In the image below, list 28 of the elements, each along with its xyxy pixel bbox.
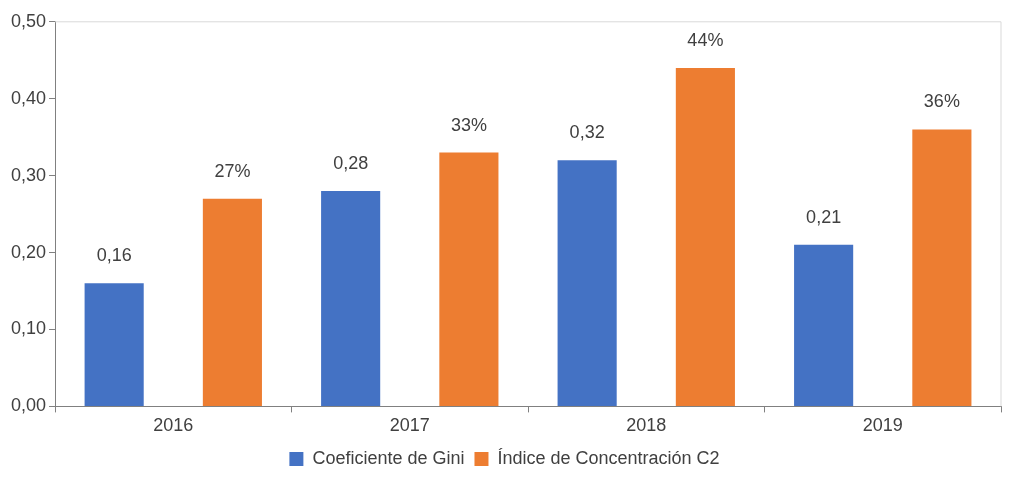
bar	[84, 283, 144, 406]
y-tick-label: 0,50	[10, 10, 47, 31]
bar	[557, 160, 617, 406]
x-tick-label: 2017	[389, 415, 430, 436]
y-tick-label: 0,20	[10, 241, 47, 262]
data-label: 33%	[450, 114, 487, 135]
data-label: 0,16	[96, 245, 132, 266]
data-label: 27%	[214, 160, 251, 181]
data-label: 36%	[923, 91, 960, 112]
x-tick-label: 2019	[862, 415, 903, 436]
y-tick-label: 0,00	[10, 395, 47, 416]
bar	[794, 244, 854, 406]
data-label: 44%	[687, 29, 724, 50]
legend-label: Índice de Concentración C2	[497, 447, 720, 468]
legend-label: Coeficiente de Gini	[312, 447, 465, 468]
bar	[202, 198, 262, 406]
data-label: 0,21	[806, 206, 842, 227]
y-tick-label: 0,10	[10, 318, 47, 339]
data-label: 0,28	[333, 152, 369, 173]
bar	[675, 67, 735, 406]
x-tick-label: 2016	[153, 415, 194, 436]
bar	[912, 129, 972, 406]
x-tick-label: 2018	[626, 415, 667, 436]
y-tick-label: 0,40	[10, 87, 47, 108]
data-label: 0,32	[569, 122, 605, 143]
y-tick-label: 0,30	[10, 164, 47, 185]
bar	[439, 152, 499, 406]
bar	[321, 191, 381, 406]
